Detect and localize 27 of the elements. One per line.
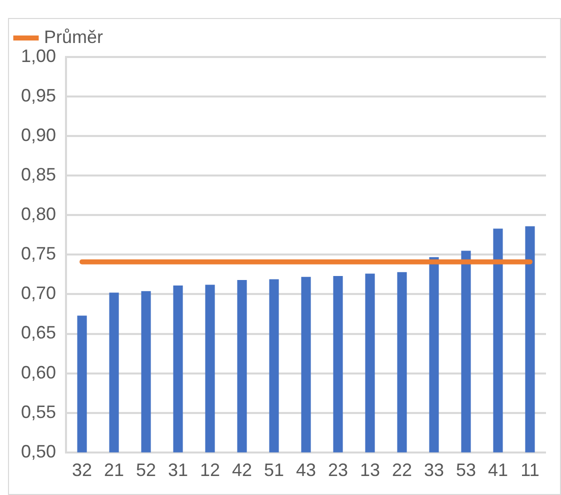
- x-tick-label: 12: [200, 460, 220, 480]
- y-tick-label: 0,55: [20, 402, 56, 422]
- y-tick-label: 1,00: [20, 46, 56, 66]
- y-tick-label: 0,60: [20, 362, 56, 382]
- x-tick-label: 13: [360, 460, 380, 480]
- y-tick-label: 0,80: [20, 204, 56, 224]
- y-tick-label: 0,50: [20, 441, 56, 462]
- y-tick-label: 0,85: [20, 164, 56, 185]
- x-tick-label: 11: [520, 460, 540, 480]
- x-tick-label: 33: [424, 460, 444, 480]
- x-tick-label: 53: [456, 460, 476, 480]
- y-tick-label: 0,95: [20, 86, 56, 106]
- x-tick-label: 32: [72, 460, 92, 480]
- x-tick-label: 31: [168, 460, 188, 480]
- legend-label: Průměr: [44, 26, 104, 47]
- x-tick-label: 23: [328, 460, 348, 480]
- x-tick-label: 51: [264, 460, 284, 480]
- x-tick-label: 21: [104, 460, 124, 480]
- x-tick-label: 52: [136, 460, 156, 480]
- y-tick-label: 0,90: [20, 125, 56, 146]
- x-tick-label: 42: [232, 460, 252, 480]
- y-tick-label: 0,70: [20, 283, 56, 304]
- x-tick-label: 41: [488, 460, 508, 480]
- x-tick-label: 43: [296, 460, 316, 480]
- y-tick-label: 0,75: [20, 244, 56, 264]
- y-tick-label: 0,65: [20, 322, 56, 343]
- x-tick-label: 22: [392, 460, 412, 480]
